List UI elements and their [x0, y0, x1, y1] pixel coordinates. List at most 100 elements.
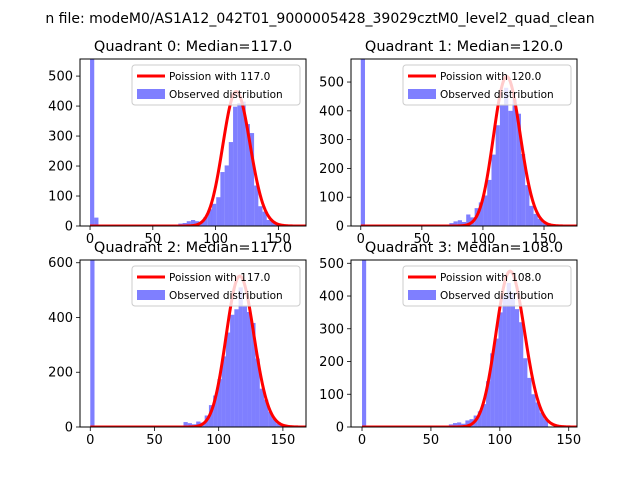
chart-title: Quadrant 2: Median=117.0: [94, 240, 292, 256]
axes-frame: [350, 259, 578, 428]
histogram-bar: [498, 312, 503, 427]
histogram-bar: [481, 404, 487, 427]
y-tick-label: 400: [319, 104, 344, 119]
y-tick-label: 500: [319, 257, 344, 272]
histogram-bar: [506, 282, 511, 427]
histogram-bar: [519, 322, 524, 427]
histogram-bar: [520, 154, 526, 226]
histogram-bar: [217, 379, 222, 427]
chart-panel-3: 0 50 100 150 0 100 200 300 400 500 Quadrant 3: Med…: [319, 240, 581, 448]
legend-label: Poission with 117.0: [169, 272, 270, 284]
histogram-bar: [533, 213, 538, 226]
y-tick-label: 400: [319, 290, 344, 305]
legend: Poission with 108.0 Observed distribution: [402, 265, 572, 307]
histogram-bar: [228, 142, 233, 226]
poisson-curve: [360, 75, 577, 226]
histogram-bar: [208, 405, 214, 427]
histogram-bar: [453, 221, 458, 226]
histogram-bar: [225, 332, 231, 427]
legend-box: [402, 265, 572, 307]
histogram-bar: [213, 395, 218, 427]
legend-box: [131, 265, 301, 307]
x-tick-label: 50: [145, 232, 162, 247]
chart-title: Quadrant 3: Median=108.0: [365, 240, 563, 256]
legend-box: [131, 64, 301, 106]
plot-area: [90, 59, 306, 226]
histogram-bar: [241, 101, 246, 226]
chart-panel-0: 0 50 100 150 0 100 200 300 400 500 Quadrant 0: Med…: [48, 39, 307, 247]
legend: Poission with 120.0 Observed distribution: [402, 64, 572, 106]
histogram-bar: [254, 185, 259, 226]
legend-swatch-patch: [408, 290, 436, 300]
legend-label: Poission with 108.0: [440, 272, 541, 284]
chart-title: Quadrant 1: Median=120.0: [365, 39, 563, 55]
histogram-bar: [525, 185, 530, 226]
histogram-bar: [262, 211, 267, 226]
histogram-bar: [539, 412, 544, 427]
histogram-bar: [494, 338, 499, 427]
x-tick-label: 0: [358, 433, 366, 448]
x-tick-label: 150: [532, 232, 557, 247]
legend-swatch-patch: [408, 89, 436, 99]
histogram-bar: [516, 113, 521, 226]
histogram-bar: [245, 124, 250, 226]
poisson-curve: [362, 269, 577, 427]
y-tick-label: 200: [319, 162, 344, 177]
chart-panel-2: 0 50 100 150 0 200 400 600 Quadrant 2: Median=11…: [48, 240, 307, 448]
histogram-bar: [199, 222, 204, 226]
legend-box: [402, 64, 572, 106]
histogram-bar: [508, 110, 513, 226]
histogram-bar: [465, 420, 470, 427]
histogram-bar: [490, 353, 495, 427]
y-tick-label: 400: [48, 100, 73, 115]
legend-label: Observed distribution: [169, 89, 283, 101]
histogram-bar: [276, 423, 281, 427]
histogram-bar: [502, 296, 507, 427]
histogram-bar: [268, 411, 273, 427]
y-tick-label: 300: [48, 130, 73, 145]
x-tick-label: 100: [487, 433, 512, 448]
histogram-bar: [486, 381, 491, 427]
x-tick-label: 150: [266, 232, 291, 247]
histogram-bar: [542, 222, 547, 226]
histogram-bar: [233, 106, 238, 226]
legend: Poission with 117.0 Observed distribution: [131, 64, 301, 106]
histogram-bar: [487, 179, 492, 226]
histogram-bar: [259, 388, 265, 427]
histogram-bar: [203, 217, 208, 226]
histogram-bar: [230, 314, 235, 427]
histogram-bar: [483, 195, 488, 226]
legend-label: Observed distribution: [440, 290, 554, 302]
legend-swatch-patch: [137, 290, 165, 300]
y-tick-label: 200: [319, 355, 344, 370]
histogram-bar: [360, 59, 365, 226]
y-tick-label: 500: [48, 70, 73, 85]
histogram-bar: [504, 87, 509, 226]
histogram-bar: [234, 309, 239, 427]
x-tick-label: 0: [86, 232, 94, 247]
histogram-bar: [529, 205, 534, 226]
histogram-bar: [495, 125, 500, 226]
x-tick-label: 150: [556, 433, 581, 448]
histogram-bar: [220, 172, 225, 226]
histogram-bar: [249, 133, 255, 226]
legend-label: Observed distribution: [169, 290, 283, 302]
x-tick-label: 50: [423, 433, 440, 448]
y-tick-label: 300: [319, 133, 344, 148]
histogram-bar: [237, 103, 242, 226]
legend-swatch-patch: [137, 89, 165, 99]
x-tick-label: 100: [203, 232, 228, 247]
histogram-bar: [216, 197, 221, 226]
x-tick-label: 0: [357, 232, 365, 247]
y-tick-label: 100: [319, 388, 344, 403]
chart-panel-1: 0 50 100 150 0 100 200 300 400 500 Quadrant 1: Med…: [319, 39, 578, 247]
figure-suptitle: n file: modeM0/AS1A12_042T01_9000005428_…: [45, 11, 594, 27]
histogram-bar: [512, 99, 517, 226]
y-tick-label: 0: [336, 421, 344, 436]
histogram-bar: [255, 358, 260, 427]
histogram-bar: [535, 402, 540, 427]
histogram-bar: [190, 220, 196, 226]
y-tick-label: 0: [65, 421, 73, 436]
histogram-bar: [478, 202, 483, 226]
